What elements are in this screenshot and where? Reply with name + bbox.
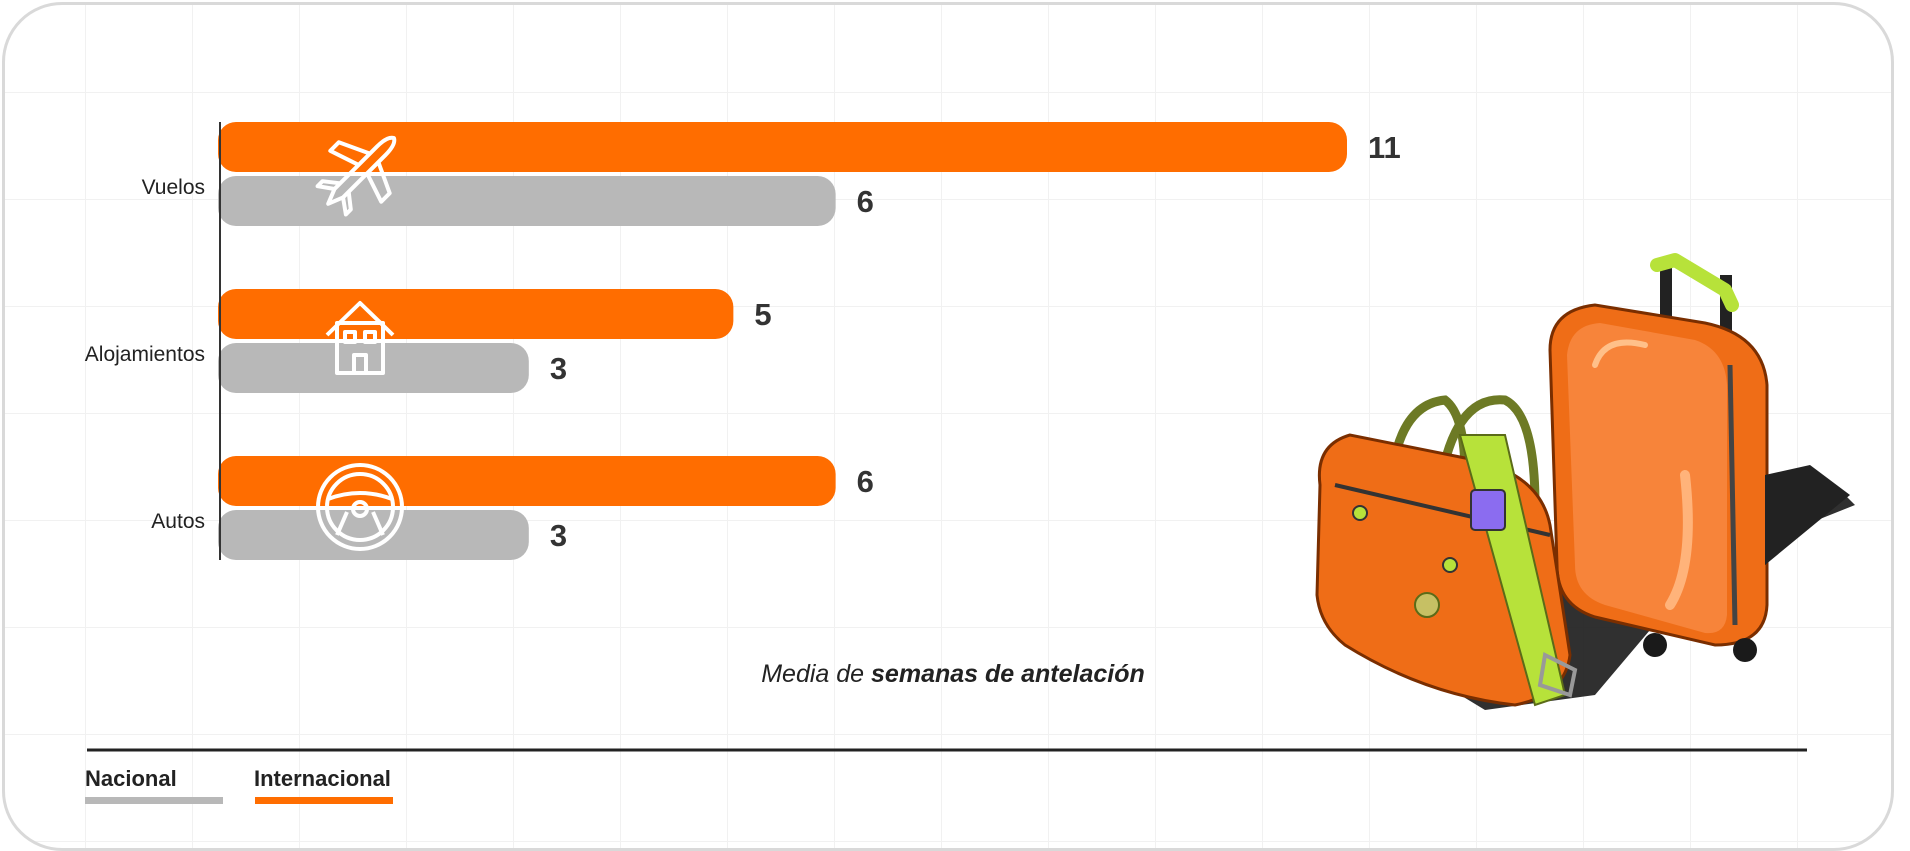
data-label: 11 [1368, 130, 1401, 165]
airplane-icon [315, 135, 397, 217]
bar-internacional-autos [218, 456, 836, 506]
legend-label-nacional: Nacional [85, 766, 177, 791]
legend-swatch-nacional [85, 797, 223, 804]
labels-layer: Vuelos 11 6 Alojamientos 5 3 Autos 6 3 [85, 130, 1401, 553]
data-label: 3 [550, 518, 567, 553]
suitcase [1548, 253, 1850, 662]
category-label: Alojamientos [85, 343, 205, 366]
data-label: 5 [754, 297, 771, 332]
bar-internacional-vuelos [218, 122, 1347, 172]
legend: Nacional Internacional [85, 766, 393, 804]
duffel-bag [1315, 395, 1578, 707]
data-label: 6 [857, 184, 874, 219]
bar-nacional-autos [218, 510, 529, 560]
category-label: Autos [151, 510, 205, 533]
data-label: 3 [550, 351, 567, 386]
bar-chart: Vuelos 11 6 Alojamientos 5 3 Autos 6 3 [85, 122, 1855, 804]
caption-prefix: Media de [761, 660, 871, 688]
caption-emphasis: semanas de antelación [871, 660, 1145, 688]
bar-nacional-vuelos [218, 176, 836, 226]
luggage-illustration [1315, 253, 1855, 710]
bar-nacional-alojamientos [218, 343, 529, 393]
data-label: 6 [857, 464, 874, 499]
chart-caption: Media de semanas de antelación [761, 660, 1145, 688]
legend-swatch-internacional [255, 797, 393, 804]
steering-wheel-icon [316, 463, 404, 551]
house-icon [325, 301, 395, 375]
bar-internacional-alojamientos [218, 289, 734, 339]
legend-label-internacional: Internacional [254, 766, 391, 791]
category-label: Vuelos [142, 176, 205, 199]
